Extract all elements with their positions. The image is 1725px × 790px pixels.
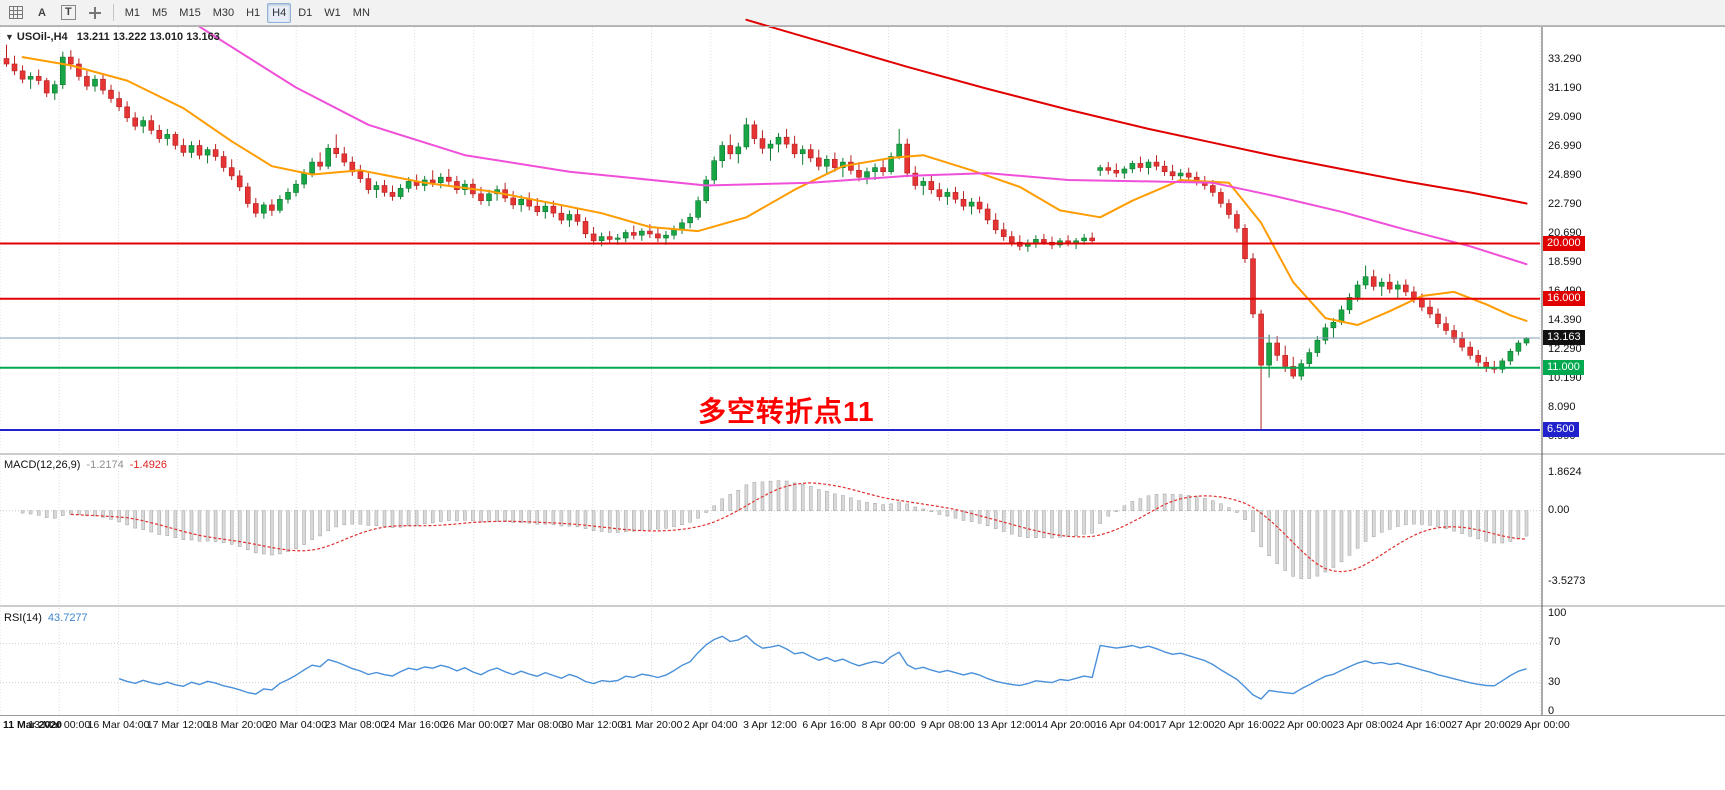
quotes-grid-button[interactable] xyxy=(4,3,28,23)
macd-histogram xyxy=(0,480,1540,579)
macd-signal-line xyxy=(70,482,1527,573)
support-6-5-badge: 6.500 xyxy=(1543,421,1579,437)
insert-text-icon: T xyxy=(61,5,76,20)
timeframe-button-w1[interactable]: W1 xyxy=(319,3,346,23)
ma-fast-orange[interactable] xyxy=(21,56,1528,326)
timeframe-button-m15[interactable]: M15 xyxy=(174,3,205,23)
resistance-20-badge: 20.000 xyxy=(1543,235,1585,251)
insert-arrow-icon: A xyxy=(38,6,46,19)
timeframe-button-mn[interactable]: MN xyxy=(348,3,375,23)
ma-long-red[interactable] xyxy=(745,18,1528,205)
current-price-badge: 13.163 xyxy=(1543,329,1585,345)
timeframe-group: M1 M5 M15 M30 H1 H4 D1 W1 MN xyxy=(119,2,376,23)
grid-lines xyxy=(0,27,1541,714)
timeframe-button-h4[interactable]: H4 xyxy=(267,2,292,23)
timeframe-button-d1[interactable]: D1 xyxy=(293,3,317,23)
timeframe-button-m1[interactable]: M1 xyxy=(120,3,145,23)
timeframe-button-m5[interactable]: M5 xyxy=(147,3,172,23)
crosshair-icon xyxy=(88,6,101,19)
insert-arrow-button[interactable]: A xyxy=(30,3,54,23)
resistance-16-badge: 16.000 xyxy=(1543,290,1585,306)
toolbar-separator xyxy=(112,4,114,21)
candlestick-series xyxy=(3,44,1530,430)
rsi-plot xyxy=(0,634,1540,700)
support-11-badge: 11.000 xyxy=(1543,359,1584,375)
quotes-grid-icon xyxy=(9,6,23,19)
rsi-line xyxy=(118,634,1527,700)
timeframe-button-h1[interactable]: H1 xyxy=(241,3,265,23)
ma-medium-magenta[interactable] xyxy=(198,25,1528,266)
insert-text-button[interactable]: T xyxy=(56,3,81,23)
chart-annotation-text[interactable]: 多空转折点11 xyxy=(698,396,875,427)
timeframe-button-m30[interactable]: M30 xyxy=(208,3,239,23)
crosshair-button[interactable] xyxy=(83,3,107,23)
